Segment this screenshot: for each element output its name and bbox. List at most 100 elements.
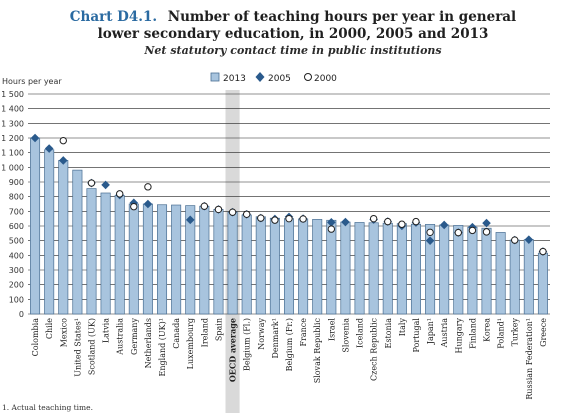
- point-2005: [129, 198, 139, 208]
- category-label: OECD average: [228, 318, 238, 382]
- category-label: Scotland (UK): [87, 318, 96, 375]
- category-label: Iceland: [356, 318, 365, 348]
- footnote: 1. Actual teaching time.: [2, 403, 93, 412]
- bar-2013: [100, 192, 111, 315]
- bar-2013: [114, 195, 125, 315]
- category-label: Netherlands: [144, 318, 153, 368]
- point-2005: [482, 218, 491, 228]
- bar-2013: [171, 204, 182, 315]
- category-label: Slovak Republic: [313, 317, 322, 383]
- y-tick-label: 1 500: [1, 90, 24, 99]
- point-2005: [143, 199, 153, 209]
- legend-2005-diamond-icon: [255, 72, 265, 82]
- legend-2000-circle-icon: [304, 73, 312, 81]
- category-label: Norway: [257, 318, 266, 350]
- y-tick-label: 700: [9, 207, 24, 216]
- point-2000: [87, 179, 96, 187]
- bar-2013: [439, 224, 450, 315]
- category-label: Russian Federation¹: [525, 318, 534, 400]
- point-2000: [539, 247, 547, 256]
- bar-2013: [410, 223, 421, 315]
- category-label: Hungary: [454, 318, 463, 354]
- point-2005: [327, 218, 336, 227]
- bar-2013: [340, 221, 351, 315]
- category-label: Colombia: [31, 318, 40, 357]
- bar-2013: [157, 204, 168, 315]
- point-2000: [271, 216, 279, 224]
- category-label: Greece: [539, 318, 548, 347]
- bar-2013: [86, 188, 97, 315]
- bar-2013: [312, 219, 323, 315]
- category-label: England (UK)¹: [158, 318, 167, 376]
- category-label: Turkey: [511, 318, 520, 347]
- point-2000: [384, 217, 392, 226]
- chart-number: Chart D4.1.: [70, 9, 157, 25]
- category-label: Japan¹: [426, 318, 435, 345]
- y-tick-label: 800: [9, 193, 24, 202]
- legend-2005-label: 2005: [268, 74, 291, 84]
- category-label: Israel: [327, 318, 336, 342]
- category-label: Czech Republic: [370, 317, 379, 381]
- bar-2013: [425, 224, 436, 315]
- bar-2013: [481, 227, 492, 315]
- y-tick-label: 1 300: [1, 119, 24, 128]
- point-2000: [412, 217, 420, 226]
- point-2000: [398, 220, 406, 228]
- chart-subtitle: Net statutory contact time in public ins…: [143, 44, 441, 57]
- bar-2013: [368, 222, 379, 315]
- point-2000: [257, 214, 265, 222]
- point-2000: [242, 210, 251, 218]
- y-tick-label: 400: [9, 251, 24, 260]
- category-label: Luxembourg: [186, 318, 195, 369]
- point-2000: [369, 214, 378, 223]
- category-label: France: [299, 318, 308, 347]
- bar-2013: [396, 223, 407, 315]
- bar-2013: [213, 209, 224, 315]
- legend: 2013 2005 2000: [210, 72, 337, 84]
- point-2000: [130, 202, 138, 211]
- point-2005: [30, 133, 40, 143]
- category-label: Finland: [468, 318, 477, 349]
- y-axis-label: Hours per year: [2, 77, 62, 86]
- point-2000: [454, 228, 462, 237]
- bar-2013: [142, 203, 153, 315]
- point-2000: [327, 225, 336, 233]
- category-label: Belgium (Fl.): [243, 318, 252, 371]
- point-2005: [524, 235, 534, 244]
- chart-title-text: Number of teaching hours per year in gen…: [168, 9, 516, 25]
- point-2000: [285, 214, 293, 223]
- y-tick-label: 300: [9, 266, 24, 275]
- point-2000: [200, 202, 209, 210]
- point-2005: [341, 217, 350, 227]
- category-label: Latvia: [102, 318, 111, 343]
- point-2000: [116, 190, 124, 198]
- legend-2013-label: 2013: [223, 74, 246, 84]
- category-label: Slovenia: [341, 318, 350, 353]
- point-2000: [482, 228, 491, 236]
- y-tick-label: 600: [9, 222, 24, 231]
- chart-title-line2: lower secondary education, in 2000, 2005…: [98, 26, 489, 42]
- point-2000: [299, 215, 307, 223]
- category-label: Belgium (Fr.): [285, 318, 294, 371]
- category-label: Spain: [214, 318, 223, 341]
- category-label: Poland¹: [497, 318, 506, 349]
- category-label: Chile: [45, 318, 54, 339]
- bar-2013: [298, 218, 309, 315]
- bar-2013: [128, 203, 139, 315]
- category-label: Mexico: [59, 318, 68, 347]
- bar-2013: [185, 205, 196, 315]
- bar-2013: [382, 222, 393, 315]
- bar-2013: [30, 137, 41, 315]
- category-label: Estonia: [384, 318, 393, 349]
- category-label: United States¹: [73, 318, 82, 377]
- category-label: Ireland: [200, 318, 209, 347]
- bar-2013: [199, 205, 210, 315]
- point-2005: [44, 144, 54, 153]
- point-2005: [185, 215, 195, 225]
- y-tick-label: 100: [9, 295, 24, 304]
- point-2000: [468, 226, 477, 235]
- bar-2013: [523, 239, 534, 315]
- y-tick-label: 0: [19, 310, 24, 319]
- y-tick-label: 1 400: [1, 105, 24, 114]
- y-tick-label: 1 100: [1, 149, 24, 158]
